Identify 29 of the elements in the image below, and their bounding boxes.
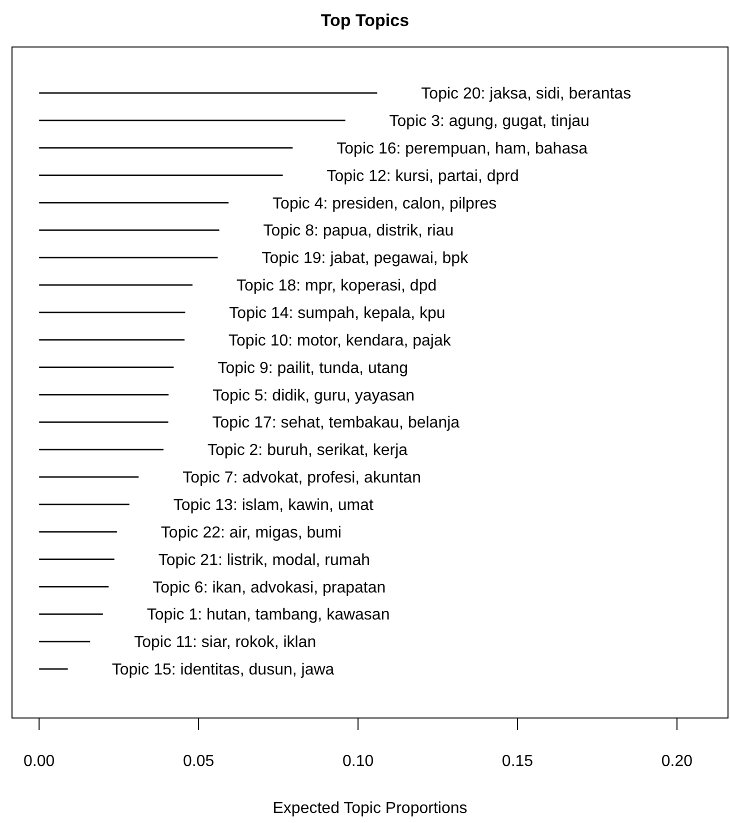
y-tick-label: Topic 14: sumpah, kepala, kpu <box>229 305 446 322</box>
x-tick-label: 0.20 <box>661 753 693 770</box>
y-tick-label: Topic 19: jabat, pegawai, bpk <box>262 250 470 268</box>
y-tick-label: Topic 16: perempuan, ham, bahasa <box>336 140 588 158</box>
y-tick-label: Topic 2: buruh, serikat, kerja <box>207 442 408 460</box>
x-tick-label: 0.00 <box>24 753 55 770</box>
y-tick-label: Topic 9: pailit, tunda, utang <box>218 360 408 377</box>
y-tick-label: Topic 8: papua, distrik, riau <box>263 222 454 240</box>
y-tick-label: Topic 15: identitas, dusun, jawa <box>112 662 334 679</box>
y-tick-label: Topic 20: jaksa, sidi, berantas <box>421 86 632 103</box>
x-tick-label: 0.05 <box>183 753 214 770</box>
y-tick-label: Topic 22: air, migas, bumi <box>160 524 342 542</box>
y-tick-label: Topic 13: islam, kawin, umat <box>173 497 374 514</box>
y-tick-label: Topic 18: mpr, koperasi, dpd <box>236 278 437 295</box>
x-tick-label: 0.15 <box>502 753 534 770</box>
y-tick-label: Topic 17: sehat, tembakau, belanja <box>212 414 460 432</box>
y-tick-label: Topic 3: agung, gugat, tinjau <box>389 113 590 130</box>
y-tick-label: Topic 12: kursi, partai, dprd <box>326 168 519 185</box>
y-tick-label: Topic 1: hutan, tambang, kawasan <box>146 606 390 624</box>
y-tick-label: Topic 10: motor, kendara, pajak <box>228 332 452 350</box>
y-tick-label: Topic 7: advokat, profesi, akuntan <box>182 470 421 487</box>
x-axis-title: Expected Topic Proportions <box>272 800 468 817</box>
y-tick-label: Topic 5: didik, guru, yayasan <box>212 387 414 404</box>
y-tick-label: Topic 21: listrik, modal, rumah <box>158 552 370 569</box>
chart-title: Top Topics <box>320 11 410 30</box>
x-tick-label: 0.10 <box>342 753 374 770</box>
y-tick-label: Topic 6: ikan, advokasi, prapatan <box>152 579 386 596</box>
y-tick-label: Topic 4: presiden, calon, pilpres <box>272 195 497 212</box>
y-tick-label: Topic 11: siar, rokok, iklan <box>134 634 316 652</box>
